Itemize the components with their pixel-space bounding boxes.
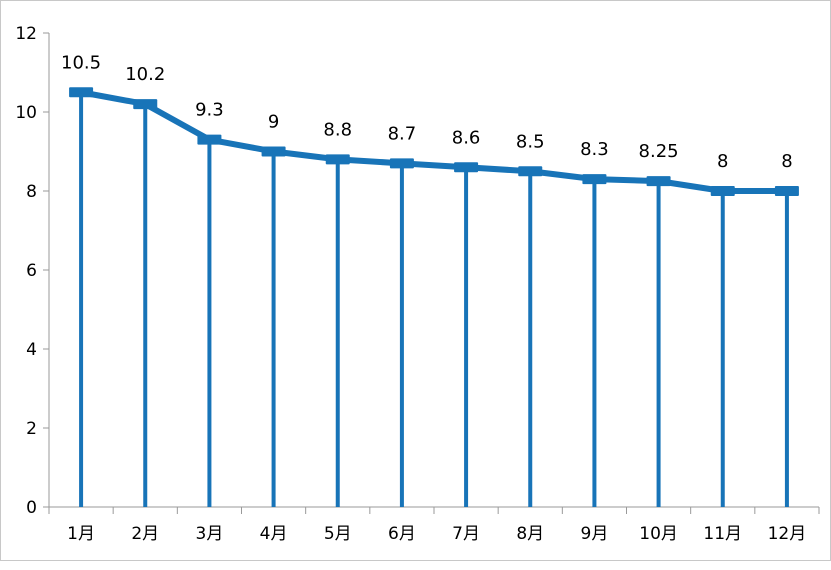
x-tick-label: 4月: [260, 524, 288, 544]
data-label: 8: [717, 151, 728, 172]
x-tick-label: 11月: [703, 524, 742, 544]
y-tick-label: 0: [26, 498, 37, 518]
data-point: [646, 176, 671, 187]
drop-lines: [79, 92, 789, 507]
x-axis-ticks: 1月 2月 3月 4月 5月 6月 7月 8月 9月 10月 11月 12月: [48, 507, 820, 544]
data-labels: 10.5 10.2 9.3 9 8.8 8.7 8.6 8.5 8.3 8.25 8 8: [61, 52, 793, 172]
x-tick-label: 5月: [324, 524, 352, 544]
data-label: 8.25: [639, 141, 679, 162]
data-point: [197, 134, 222, 145]
series-line: [78, 89, 790, 194]
x-tick-label: 7月: [452, 524, 480, 544]
data-point: [582, 174, 607, 185]
data-label: 8: [781, 151, 792, 172]
y-tick-label: 12: [15, 24, 37, 44]
data-label: 10.5: [61, 52, 101, 73]
data-label: 9.3: [195, 100, 224, 121]
data-point: [454, 162, 479, 173]
y-axis-ticks: 0 2 4 6 8 10 12: [15, 24, 49, 518]
data-label: 9: [268, 112, 279, 133]
data-point: [389, 158, 414, 169]
data-point: [69, 87, 94, 98]
x-tick-label: 6月: [388, 524, 416, 544]
x-tick-label: 3月: [196, 524, 224, 544]
data-point: [133, 99, 158, 110]
y-tick-label: 6: [26, 261, 37, 281]
data-markers: [69, 87, 799, 196]
y-tick-label: 4: [26, 340, 37, 360]
data-point: [710, 186, 735, 196]
x-tick-label: 12月: [768, 524, 807, 544]
data-label: 8.5: [516, 131, 545, 152]
data-label: 8.6: [452, 127, 481, 148]
data-label: 8.7: [388, 123, 417, 144]
data-label: 10.2: [125, 64, 165, 85]
data-point: [774, 186, 799, 196]
data-point: [261, 146, 286, 157]
x-tick-label: 2月: [131, 524, 159, 544]
chart-axes: [48, 33, 819, 508]
data-point: [325, 154, 350, 165]
y-tick-label: 8: [26, 182, 37, 202]
x-tick-label: 1月: [67, 524, 95, 544]
data-point: [518, 166, 543, 177]
data-label: 8.3: [580, 139, 609, 160]
series-line-group: [78, 89, 790, 194]
x-tick-label: 10月: [639, 524, 678, 544]
x-tick-label: 9月: [581, 524, 609, 544]
y-tick-label: 2: [26, 419, 37, 439]
y-tick-label: 10: [15, 103, 37, 123]
x-tick-label: 8月: [516, 524, 544, 544]
data-label: 8.8: [323, 119, 352, 140]
